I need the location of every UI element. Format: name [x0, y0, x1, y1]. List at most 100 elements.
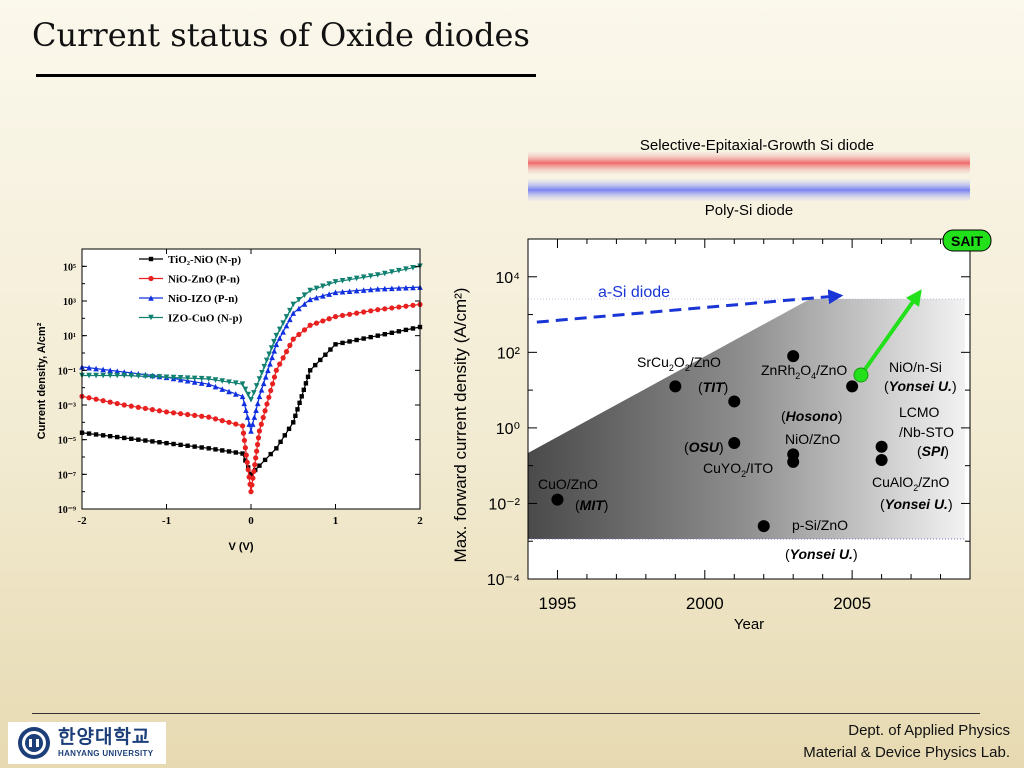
iv-point-2: [353, 287, 360, 294]
iv-x-tick-label: -2: [77, 515, 87, 527]
label-psi-zno: p-Si/ZnO: [792, 517, 848, 533]
iv-x-axis-label: V (V): [228, 541, 253, 553]
iv-point-1: [107, 399, 113, 405]
iv-point-0: [375, 333, 380, 338]
iv-point-0: [262, 457, 268, 463]
iv-point-1: [256, 428, 263, 434]
iv-point-0: [143, 438, 148, 443]
iv-y-tick-label: 10³: [63, 297, 76, 308]
iv-point-2: [396, 285, 402, 291]
iv-point-2: [326, 291, 332, 297]
iv-point-3: [339, 277, 346, 284]
iv-point-2: [313, 294, 320, 301]
iv-point-0: [297, 400, 302, 406]
iv-point-0: [299, 394, 304, 399]
iv-point-2: [248, 428, 254, 434]
iv-point-2: [265, 367, 271, 374]
iv-point-0: [274, 446, 279, 451]
iv-point-1: [250, 475, 256, 481]
history-chart: Selective-Epitaxial-Growth Si diode Poly…: [451, 137, 992, 633]
history-data-point: [551, 493, 564, 506]
iv-point-0: [313, 362, 318, 368]
iv-point-0: [185, 443, 190, 448]
label-cuo-zno: CuO/ZnO: [538, 476, 598, 492]
iv-point-2: [269, 354, 275, 361]
iv-point-0: [396, 329, 402, 334]
iv-point-3: [239, 381, 246, 387]
iv-point-0: [107, 434, 113, 439]
iv-point-0: [136, 437, 141, 442]
iv-point-3: [245, 391, 251, 398]
iv-point-0: [323, 352, 328, 357]
iv-point-0: [268, 451, 273, 457]
iv-point-0: [282, 433, 287, 438]
iv-point-3: [253, 383, 260, 389]
iv-point-3: [296, 297, 302, 303]
history-y-tick-label: 10²: [497, 345, 521, 362]
iv-point-3: [242, 386, 249, 393]
iv-y-tick-label: 10⁻³: [58, 401, 76, 412]
iv-point-1: [339, 312, 346, 319]
iv-point-1: [255, 435, 262, 441]
history-y-tick-label: 10⁰: [496, 421, 520, 438]
iv-point-0: [192, 444, 197, 449]
iv-point-1: [128, 403, 134, 409]
iv-y-tick-label: 10⁻⁵: [58, 436, 76, 447]
iv-point-3: [219, 378, 226, 384]
label-nio-nsi: NiO/n-Si: [889, 359, 942, 375]
iv-point-2: [290, 310, 297, 316]
iv-point-3: [251, 390, 257, 396]
iv-point-2: [219, 386, 226, 392]
history-annotations: CuO/ZnO (MIT) SrCu2O2/ZnO (TIT) (OSU) Cu…: [538, 354, 957, 562]
iv-point-2: [205, 381, 212, 387]
iv-point-1: [307, 322, 313, 328]
iv-point-3: [381, 270, 388, 277]
iv-point-0: [206, 446, 211, 451]
history-x-tick-label: 2000: [686, 594, 724, 613]
iv-point-0: [100, 433, 106, 438]
iv-point-1: [239, 423, 246, 429]
iv-legend-marker-3: [148, 314, 154, 321]
iv-point-3: [271, 339, 277, 345]
iv-point-2: [114, 368, 121, 374]
iv-point-2: [107, 367, 113, 374]
iv-point-0: [301, 387, 307, 393]
iv-point-1: [226, 419, 232, 425]
iv-point-2: [253, 407, 259, 413]
iv-point-1: [354, 310, 360, 316]
iv-x-tick-label: 2: [417, 515, 423, 527]
iv-point-0: [220, 448, 225, 453]
oxide-diode-region: [528, 299, 965, 539]
label-srcu2o2-zno: SrCu2O2/ZnO: [637, 354, 721, 373]
iv-point-3: [163, 374, 170, 381]
iv-point-2: [410, 284, 416, 291]
iv-point-3: [248, 397, 254, 403]
iv-y-tick-label: 10⁻⁹: [58, 505, 76, 516]
label-nb-sto: /Nb-STO: [899, 424, 954, 440]
iv-point-0: [295, 407, 300, 412]
iv-point-3: [280, 320, 286, 326]
asi-diode-trend-arrow: [536, 289, 844, 324]
iv-point-1: [368, 308, 374, 314]
iv-point-3: [128, 373, 135, 379]
iv-point-2: [307, 296, 313, 303]
iv-point-1: [240, 430, 247, 436]
iv-point-0: [115, 434, 120, 440]
iv-point-3: [93, 372, 99, 379]
iv-point-0: [240, 451, 245, 456]
history-x-tick-label: 1995: [539, 594, 577, 613]
iv-point-1: [244, 459, 250, 465]
iv-legend-marker-2: [148, 295, 154, 301]
sige-band: [528, 152, 970, 174]
iv-point-0: [354, 337, 359, 343]
iv-point-3: [396, 267, 402, 274]
iv-point-0: [293, 413, 298, 419]
iv-point-3: [149, 373, 156, 380]
iv-point-2: [320, 293, 326, 299]
iv-point-1: [249, 482, 255, 488]
iv-point-1: [100, 398, 106, 404]
history-x-axis-label: Year: [734, 616, 764, 633]
iv-point-2: [93, 365, 99, 372]
iv-point-1: [410, 302, 416, 308]
iv-point-3: [353, 275, 360, 282]
